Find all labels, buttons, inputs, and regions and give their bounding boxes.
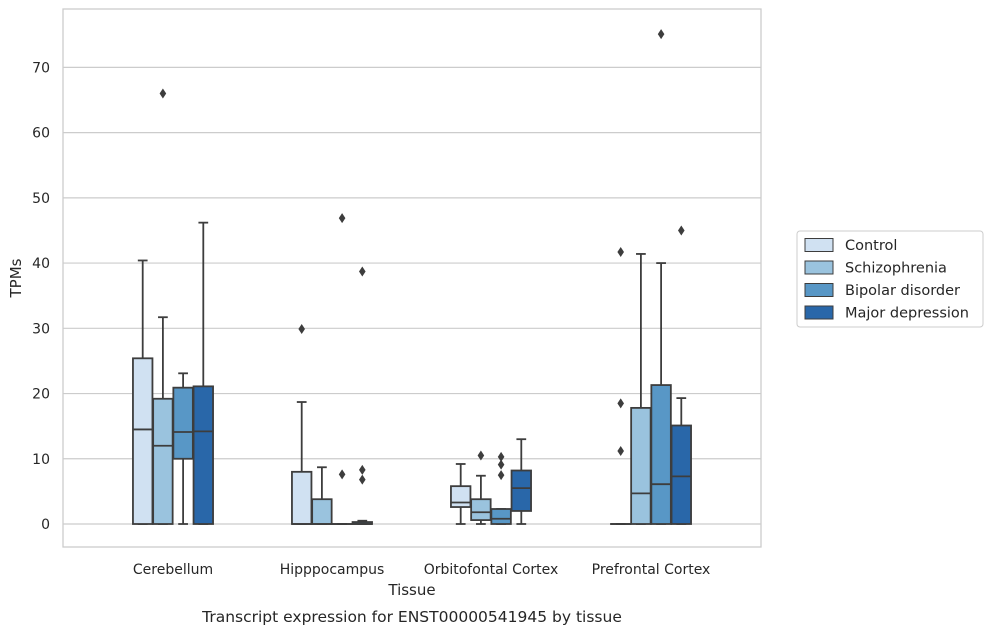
box-plot [192,221,214,525]
box-body [291,470,313,525]
outlier-marker [497,470,505,481]
figure-caption: Transcript expression for ENST0000054194… [201,608,622,626]
y-tick-label: 0 [41,517,50,533]
outlier-marker [497,459,505,470]
outlier-marker [617,445,624,456]
legend-swatch [804,238,834,252]
y-axis-title: TPMs [7,258,25,298]
box-plot [291,323,313,525]
legend-swatch [804,260,834,275]
outlier-marker [617,398,624,409]
box-groups [132,29,692,525]
box-plot [670,225,692,525]
outlier-marker [338,469,346,480]
legend-label: Bipolar disorder [845,283,960,299]
x-axis-title: Tissue [387,581,435,599]
outlier-marker [298,323,305,334]
outlier-marker [678,225,685,236]
legend: Control Schizophrenia Bipolar disorder Majo… [796,230,984,328]
y-tick-label: 20 [32,387,50,403]
outlier-marker [159,88,167,99]
box-body [490,508,512,525]
box-plot [331,213,353,525]
legend-label: Schizophrenia [845,261,947,277]
plot-border [62,8,762,548]
outlier-marker [477,450,485,461]
y-tick-label: 40 [32,256,50,272]
plot-area [62,8,762,548]
outlier-marker [497,451,505,462]
box-plot [610,246,632,525]
box-plot [152,88,174,525]
box-plot [351,266,373,525]
legend-swatch [804,283,834,297]
x-axis-ticks: Cerebellum Hipppocampus Orbitofontal Corte… [133,562,710,578]
legend-label: Major depression [845,306,969,322]
outlier-marker [359,474,366,485]
y-tick-label: 60 [32,126,50,142]
legend-swatch [804,305,834,320]
box-body [450,485,472,508]
box-body [470,498,492,521]
box-body [132,357,154,525]
box-body [152,397,174,525]
box-plot [132,259,154,525]
outlier-marker [338,213,346,224]
box-body [510,469,532,512]
box-body [172,386,194,460]
box-plot [630,253,652,525]
box-body [192,385,214,525]
y-tick-label: 70 [32,60,50,76]
box-plot [510,438,532,525]
legend-frame [796,230,984,328]
box-plot [490,451,512,525]
x-tick-label: Cerebellum [133,562,213,578]
outlier-marker [359,464,366,475]
y-tick-label: 10 [32,452,50,468]
legend-label: Control [845,238,897,254]
y-tick-label: 30 [32,321,50,337]
x-tick-label: Prefrontal Cortex [592,562,711,578]
y-axis-ticks: 0 10 20 30 40 50 60 70 [32,60,50,533]
box-body [630,406,652,525]
x-tick-label: Hipppocampus [280,562,385,578]
box-body [670,424,692,525]
y-tick-label: 50 [32,191,50,207]
x-tick-label: Orbitofontal Cortex [424,562,559,578]
outlier-marker [359,266,366,277]
outlier-marker [657,29,665,40]
box-body [650,384,672,525]
outlier-marker [617,246,624,257]
box-plot [311,466,333,525]
box-body [311,498,333,525]
box-plot [450,463,472,525]
